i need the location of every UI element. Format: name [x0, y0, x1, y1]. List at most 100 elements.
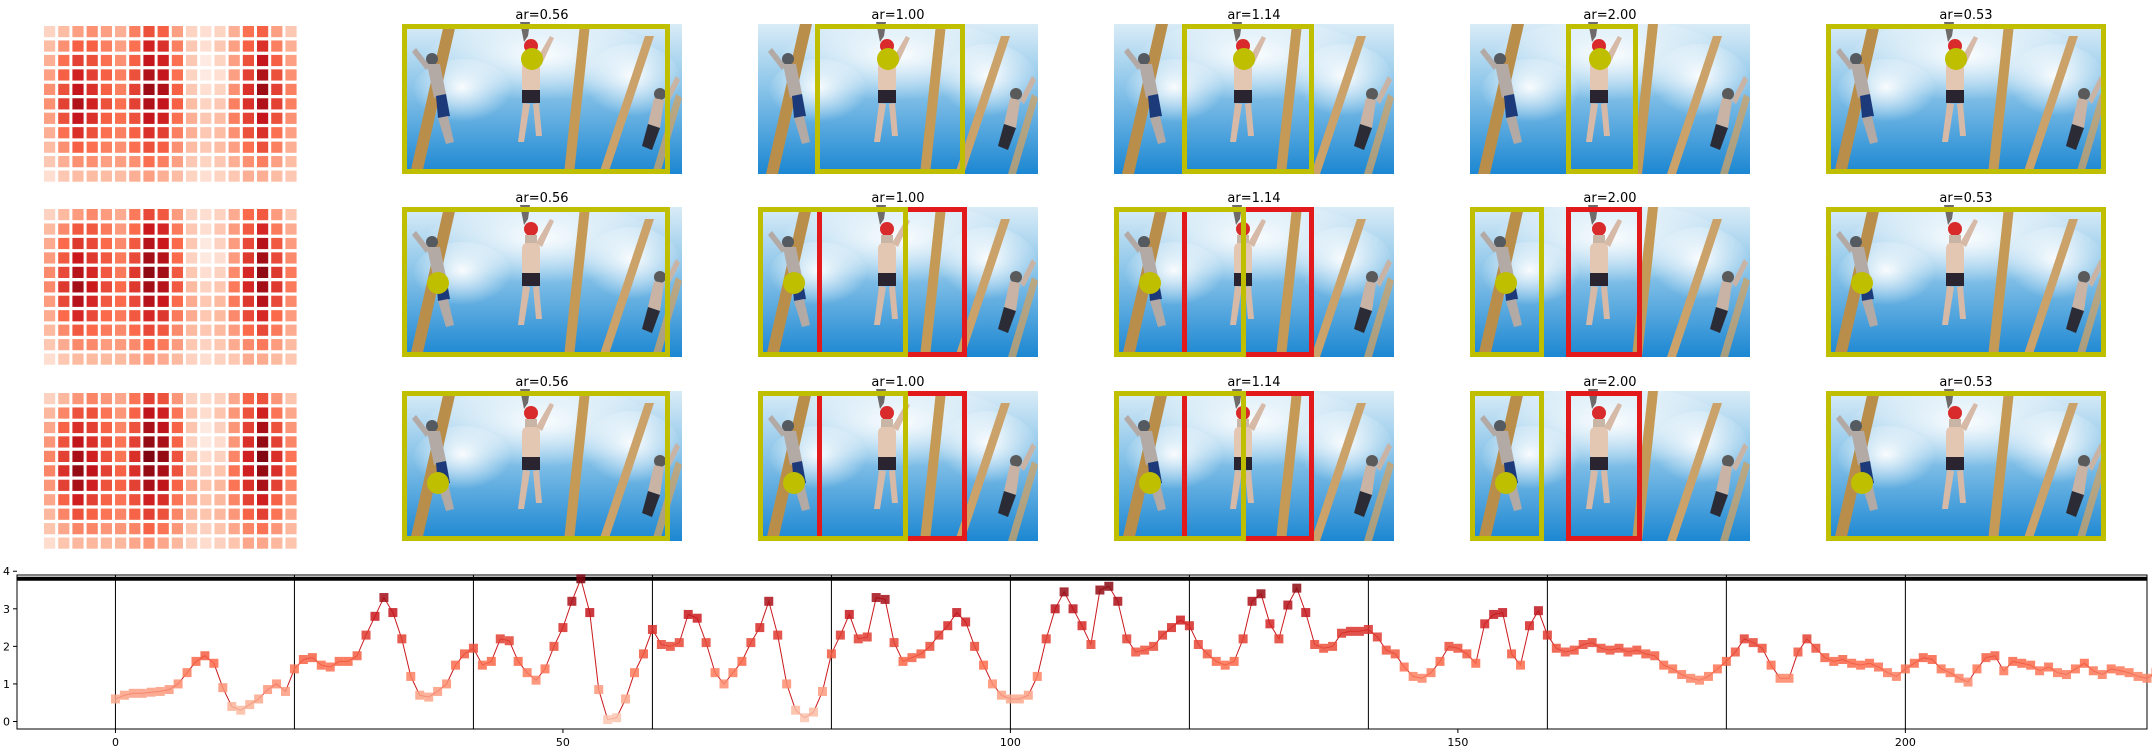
- heatmap-cell: [115, 537, 127, 549]
- data-point: [1542, 630, 1552, 640]
- heatmap-cell: [271, 26, 283, 38]
- data-point: [1301, 608, 1311, 618]
- data-point: [916, 649, 926, 659]
- heatmap-cell: [86, 393, 98, 405]
- data-point: [1247, 596, 1257, 606]
- heatmap-cell: [257, 523, 269, 535]
- heatmap-cell: [214, 479, 226, 491]
- heatmap-cell: [143, 54, 155, 67]
- heatmap-cell: [86, 209, 98, 221]
- focus-point: [521, 48, 543, 70]
- data-point: [1032, 671, 1042, 681]
- heatmap-cell: [186, 324, 198, 336]
- heatmap-cell: [58, 508, 70, 520]
- data-point: [1882, 668, 1892, 678]
- heatmap-cell: [44, 69, 56, 81]
- selected-box: [1566, 24, 1638, 174]
- data-point: [307, 653, 317, 663]
- heatmap-cell: [100, 421, 112, 434]
- heatmap-cell: [200, 83, 212, 95]
- heatmap-cell: [157, 523, 169, 535]
- heatmap-cell: [86, 69, 98, 81]
- data-point: [1328, 641, 1338, 651]
- data-point: [1014, 694, 1024, 704]
- heatmap-cell: [285, 450, 297, 462]
- data-point: [343, 656, 353, 666]
- heatmap-cell: [285, 407, 297, 419]
- heatmap-cell: [100, 26, 112, 38]
- data-point: [415, 690, 425, 700]
- heatmap-cell: [129, 127, 141, 139]
- heatmap-cell: [200, 295, 212, 307]
- focus-point: [1495, 272, 1517, 294]
- heatmap-cell: [115, 156, 127, 168]
- heatmap-cell: [271, 83, 283, 95]
- heatmap-cell: [242, 98, 254, 110]
- data-point: [728, 668, 738, 678]
- data-point: [272, 679, 282, 689]
- heatmap-cell: [200, 421, 212, 434]
- heatmap-cell: [257, 310, 269, 322]
- data-point: [1471, 658, 1481, 668]
- heatmap-cell: [200, 339, 212, 351]
- heatmap-cell: [242, 436, 254, 448]
- heatmap-cell: [171, 393, 183, 405]
- heatmap-cell: [200, 170, 212, 182]
- data-point: [1730, 647, 1740, 657]
- data-point: [397, 634, 407, 644]
- selected-box: [1114, 207, 1246, 357]
- heatmap-cell: [115, 170, 127, 182]
- heatmap-cell: [100, 54, 112, 67]
- heatmap-cell: [100, 295, 112, 307]
- heatmap-cell: [72, 421, 84, 434]
- heatmap-cell: [44, 353, 56, 365]
- heatmap-cell: [257, 324, 269, 336]
- data-point: [934, 630, 944, 640]
- data-point: [1175, 615, 1185, 625]
- heatmap-cell: [86, 127, 98, 139]
- heatmap-cell: [129, 209, 141, 221]
- heatmap-cell: [242, 69, 254, 81]
- photo-r1-c5: [1470, 19, 1750, 174]
- heatmap-cell: [129, 324, 141, 336]
- heatmap-cell: [214, 98, 226, 110]
- heatmap-cell: [171, 450, 183, 462]
- heatmap-cell: [271, 112, 283, 124]
- data-point: [513, 656, 523, 666]
- data-point: [1596, 643, 1606, 653]
- heatmap-cell: [186, 436, 198, 448]
- heatmap-cell: [186, 237, 198, 250]
- photo-r3-c5: [1470, 386, 1750, 541]
- data-point: [1739, 634, 1749, 644]
- heatmap-cell: [86, 237, 98, 250]
- heatmap-cell: [200, 127, 212, 139]
- heatmap-cell: [115, 98, 127, 110]
- heatmap-cell: [257, 266, 269, 278]
- heatmap-cell: [242, 281, 254, 293]
- photo-r3-c6: [1826, 386, 2106, 541]
- heatmap-cell: [271, 40, 283, 52]
- heatmap-cell: [242, 450, 254, 462]
- data-point: [2142, 673, 2152, 683]
- heatmap-cell: [72, 98, 84, 110]
- heatmap-cell: [271, 393, 283, 405]
- heatmap-cell: [72, 494, 84, 506]
- data-point: [1838, 655, 1848, 665]
- data-point: [379, 593, 389, 603]
- heatmap-cell: [228, 421, 240, 434]
- heatmap-cell: [171, 324, 183, 336]
- heatmap-cell: [257, 465, 269, 477]
- heatmap-cell: [157, 40, 169, 52]
- heatmap-cell: [214, 26, 226, 38]
- heatmap-cell: [285, 465, 297, 477]
- heatmap-cell: [115, 69, 127, 81]
- heatmap-cell: [86, 465, 98, 477]
- heatmap-cell: [86, 421, 98, 434]
- data-point: [612, 713, 622, 723]
- heatmap-cell: [242, 237, 254, 250]
- heatmap-cell: [257, 450, 269, 462]
- data-point: [719, 679, 729, 689]
- heatmap-cell: [271, 127, 283, 139]
- heatmap-cell: [285, 266, 297, 278]
